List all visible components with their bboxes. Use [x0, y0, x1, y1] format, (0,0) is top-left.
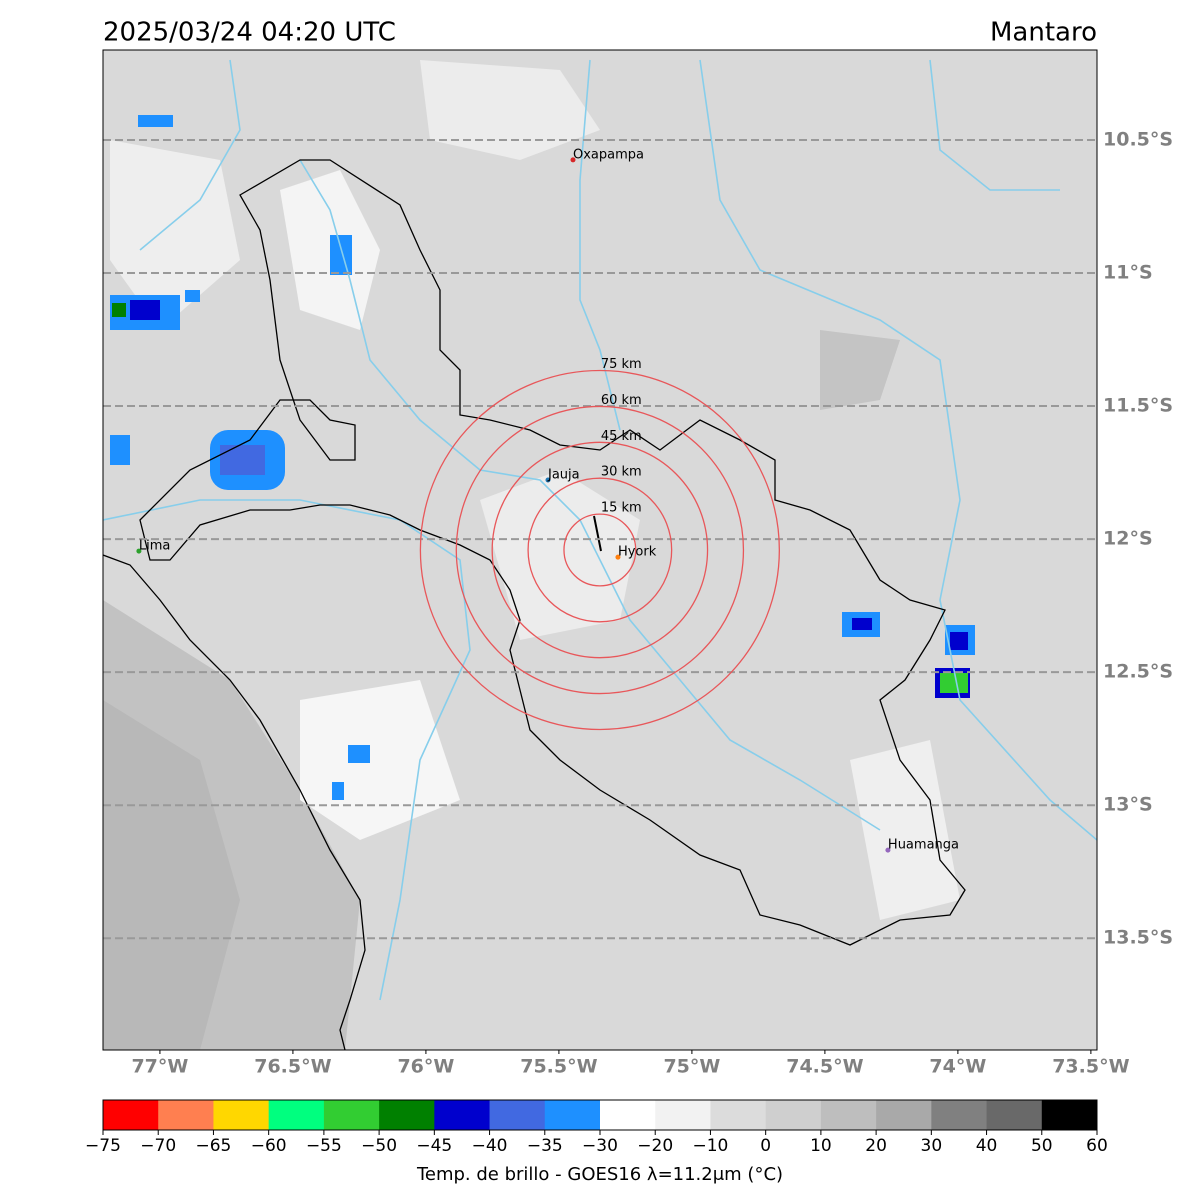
- colorbar-segment: [489, 1100, 546, 1130]
- range-ring: [491, 441, 709, 659]
- range-ring: [527, 477, 673, 623]
- range-ring: [419, 369, 780, 731]
- colorbar-segment: [876, 1100, 932, 1130]
- lat-tick-label: 11°S: [1103, 261, 1153, 283]
- colorbar-tick-label: 20: [865, 1136, 887, 1156]
- colorbar-segment: [600, 1100, 656, 1130]
- basin-outline: [139, 159, 966, 946]
- colorbar-segment: [820, 1100, 877, 1130]
- city-marker: [545, 477, 551, 483]
- city-marker: [615, 554, 621, 560]
- city-label: Oxapampa: [573, 147, 644, 162]
- colorbar-segment: [931, 1100, 988, 1130]
- lat-tick-label: 12.5°S: [1103, 661, 1173, 683]
- colorbar-segment: [103, 1100, 159, 1130]
- lat-tick-label: 13°S: [1103, 794, 1153, 816]
- colorbar-tick-label: 40: [976, 1136, 998, 1156]
- ring-label: 60 km: [601, 393, 642, 408]
- colorbar-segment: [986, 1100, 1043, 1130]
- colorbar-tick-label: 10: [810, 1136, 832, 1156]
- colorbar-tick-label: −20: [637, 1136, 673, 1156]
- city-label: Huamanga: [888, 838, 959, 853]
- ring-label: 75 km: [601, 357, 642, 372]
- colorbar-tick-label: −45: [416, 1136, 452, 1156]
- colorbar-segment: [213, 1100, 270, 1130]
- colorbar-tick-label: −75: [85, 1136, 121, 1156]
- colorbar-tick-label: −65: [195, 1136, 231, 1156]
- colorbar-tick-label: 60: [1086, 1136, 1108, 1156]
- city-marker: [885, 847, 891, 853]
- colorbar-segment: [765, 1100, 822, 1130]
- colorbar-segment: [544, 1100, 601, 1130]
- lon-tick-label: 75°W: [663, 1056, 720, 1078]
- map-area: 15 km 30 km 45 km 60 km 75 km Oxapampa Jauja Hy…: [103, 50, 1097, 1050]
- track: [593, 515, 602, 552]
- colorbar-segment: [434, 1100, 491, 1130]
- colorbar-tick-label: −30: [582, 1136, 618, 1156]
- colorbar-tick-label: −35: [527, 1136, 563, 1156]
- lon-tick-label: 73.5°W: [1052, 1056, 1129, 1078]
- colorbar-tick-label: −40: [472, 1136, 508, 1156]
- colorbar-tick-label: −10: [692, 1136, 728, 1156]
- colorbar-segment: [323, 1100, 380, 1130]
- colorbar-segment: [710, 1100, 767, 1130]
- range-ring: [563, 513, 637, 587]
- lat-tick-label: 13.5°S: [1103, 927, 1173, 949]
- lon-tick-label: 74°W: [929, 1056, 986, 1078]
- colorbar-segment: [158, 1100, 214, 1130]
- lon-tick-label: 77°W: [131, 1056, 188, 1078]
- city-label: Lima: [139, 539, 170, 554]
- title: 2025/03/24 04:20 UTC: [103, 18, 396, 48]
- lat-tick-label: 10.5°S: [1103, 128, 1173, 150]
- city-marker: [570, 157, 576, 163]
- colorbar-tick-label: −55: [306, 1136, 342, 1156]
- lat-tick-label: 12°S: [1103, 528, 1153, 550]
- lon-tick-label: 76°W: [397, 1056, 454, 1078]
- lon-tick-label: 74.5°W: [786, 1056, 863, 1078]
- region-name: Mantaro: [990, 18, 1097, 48]
- overlay: 15 km 30 km 45 km 60 km 75 km Oxapampa Jauja Hy…: [103, 138, 1097, 940]
- ring-label: 15 km: [601, 501, 642, 516]
- colorbar-tick-label: −70: [140, 1136, 176, 1156]
- lon-tick-label: 75.5°W: [520, 1056, 597, 1078]
- colorbar-tick-label: −50: [361, 1136, 397, 1156]
- colorbar-segment: [1041, 1100, 1098, 1130]
- colorbar-segment: [379, 1100, 435, 1130]
- colorbar-tick-label: −60: [251, 1136, 287, 1156]
- colorbar-tick-label: 0: [760, 1136, 771, 1156]
- range-ring: [455, 405, 745, 695]
- colorbar-segment: [268, 1100, 325, 1130]
- ring-label: 30 km: [601, 465, 642, 480]
- lon-tick-label: 76.5°W: [254, 1056, 331, 1078]
- ring-label: 45 km: [601, 429, 642, 444]
- axes: 10.5°S 11°S 11.5°S 12°S 12.5°S 13°S 13.5°S 77°W…: [85, 128, 1173, 1156]
- colorbar-tick-label: 50: [1031, 1136, 1053, 1156]
- colorbar-label: Temp. de brillo - GOES16 λ=11.2μm (°C): [416, 1164, 783, 1185]
- imagery: [103, 60, 975, 1050]
- coastline: [103, 554, 366, 1050]
- city-marker: [136, 548, 142, 554]
- city-label: Hyork: [618, 545, 657, 560]
- map-frame: [102, 49, 1098, 1051]
- lat-tick-label: 11.5°S: [1103, 395, 1173, 417]
- colorbar-tick-label: 30: [921, 1136, 943, 1156]
- colorbar-segment: [655, 1100, 711, 1130]
- city-label: Jauja: [547, 468, 580, 483]
